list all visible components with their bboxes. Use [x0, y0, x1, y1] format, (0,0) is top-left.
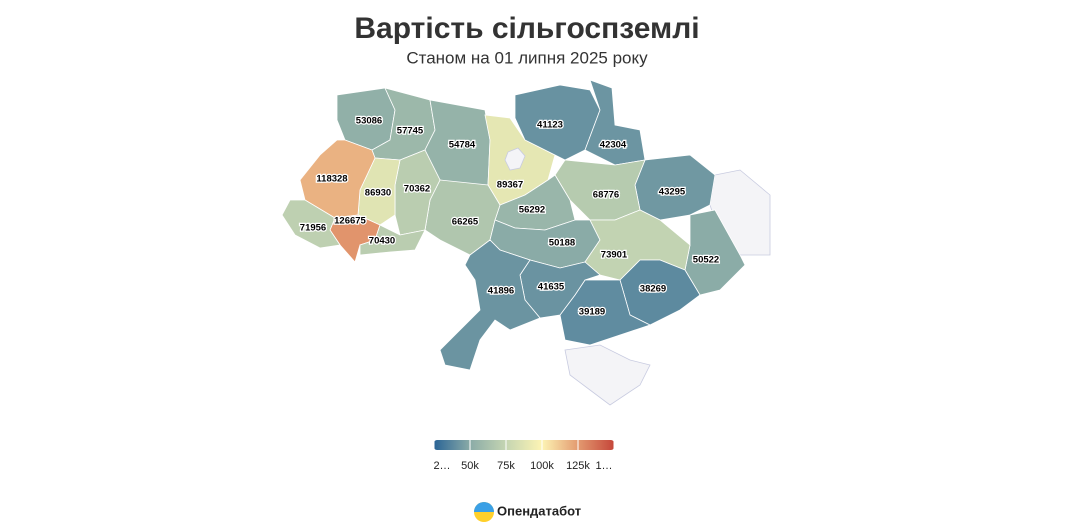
region [514, 84, 601, 161]
region-value: 53086 [356, 116, 382, 127]
region-value: 73901 [601, 250, 628, 261]
region [439, 239, 541, 371]
region-value: 41896 [488, 286, 514, 297]
region-value: 57745 [397, 126, 424, 137]
region-value: 118328 [316, 174, 347, 185]
region-value: 41123 [537, 120, 563, 131]
region-value: 68776 [593, 190, 619, 201]
colorbar-tick-label: 1… [595, 460, 612, 472]
region-value: 70362 [404, 184, 430, 195]
region-value: 38269 [640, 284, 666, 295]
colorbar-tick-label: 50k [461, 460, 479, 472]
colorbar-tick-label: 125k [566, 460, 590, 472]
colorbar [434, 440, 614, 450]
region-value: 43295 [659, 187, 686, 198]
region-value: 126675 [334, 216, 366, 227]
labels: 53086 57745 54784 89367 41123 42304 43295 50522… [299, 114, 721, 319]
region-value: 42304 [600, 140, 627, 151]
logo-icon [474, 502, 494, 512]
region-value: 71956 [300, 223, 326, 234]
colorbar-tick-label: 75k [497, 460, 515, 472]
regions [281, 79, 746, 371]
legend: 2… 50k 75k 100k 125k 1… [433, 440, 615, 472]
region-value: 39189 [579, 307, 605, 318]
colorbar-tick-label: 2… [433, 460, 450, 472]
logo: Опендатабот [474, 502, 581, 522]
title: Вартість сільгоспземлі [354, 12, 699, 45]
region-value: 70430 [369, 236, 395, 247]
subtitle: Станом на 01 липня 2025 року [406, 48, 648, 67]
region-value: 54784 [449, 140, 476, 151]
region-value: 56292 [519, 205, 545, 216]
colorbar-tick-label: 100k [530, 460, 554, 472]
region-no-data [504, 147, 526, 171]
region [359, 224, 426, 256]
region-value: 89367 [497, 180, 523, 191]
region-value: 66265 [452, 217, 479, 228]
region-no-data [564, 344, 651, 406]
logo-text: Опендатабот [497, 503, 581, 518]
region-value: 41635 [538, 282, 565, 293]
region [281, 199, 341, 249]
region-value: 50188 [549, 238, 575, 249]
region-value: 50522 [693, 255, 719, 266]
region-value: 86930 [365, 188, 391, 199]
